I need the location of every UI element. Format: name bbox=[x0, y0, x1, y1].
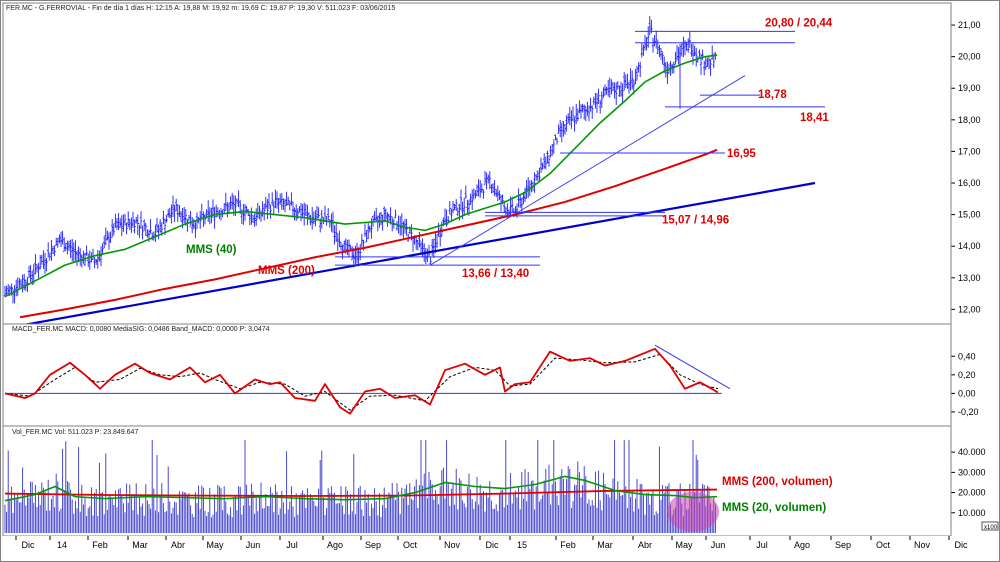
macd-plot bbox=[4, 344, 731, 415]
volume-tick-label: 30.000 bbox=[958, 467, 986, 477]
level-label: 16,95 bbox=[727, 148, 756, 160]
x-tick-label: Nov bbox=[914, 540, 931, 550]
macd-tick-label: 0,40 bbox=[958, 351, 976, 361]
level-label: 20,80 / 20,44 bbox=[765, 17, 833, 29]
x-axis: Dic 14 Feb Mar Abr May Jun Jul Ago Sep Oct Nov Dic 15… bbox=[3, 536, 999, 560]
level-label: 18,78 bbox=[758, 89, 787, 101]
x-tick-label: Jun bbox=[711, 540, 726, 550]
volume-plot: MMS (200, volumen) MMS (20, volumen) bbox=[4, 439, 833, 533]
price-tick-label: 17,00 bbox=[958, 146, 981, 156]
x-tick-label: Dic bbox=[955, 540, 968, 550]
x-tick-label: Sep bbox=[365, 540, 381, 550]
x-tick-label: Dic bbox=[486, 540, 499, 550]
x-tick-label: May bbox=[206, 540, 224, 550]
macd-signal-line bbox=[4, 353, 719, 411]
volume-mms200-label: MMS (200, volumen) bbox=[722, 476, 833, 488]
macd-y-axis: 0,40 0,20 0,00 -0,20 bbox=[951, 351, 979, 417]
x-tick-label: Feb bbox=[92, 540, 108, 550]
x-tick-label: Mar bbox=[597, 540, 613, 550]
price-tick-label: 16,00 bbox=[958, 178, 981, 188]
x-tick-label: May bbox=[675, 540, 693, 550]
macd-divergence-line bbox=[654, 344, 731, 390]
x-tick-label: Abr bbox=[171, 540, 185, 550]
price-tick-label: 19,00 bbox=[958, 83, 981, 93]
volume-mms200-line bbox=[4, 488, 718, 497]
price-y-axis: 12,00 13,00 14,00 15,00 16,00 17,00 18,00 19,00… bbox=[951, 20, 981, 314]
volume-tick-label: 20.000 bbox=[958, 488, 986, 498]
x-tick-label: Mar bbox=[132, 540, 148, 550]
macd-tick-label: 0,20 bbox=[958, 370, 976, 380]
x-tick-label: Feb bbox=[560, 540, 576, 550]
x-tick-label: Abr bbox=[638, 540, 652, 550]
x-tick-label: Jul bbox=[756, 540, 768, 550]
x-tick-label: 14 bbox=[57, 540, 67, 550]
x-tick-label: Nov bbox=[444, 540, 461, 550]
x-tick-label: Oct bbox=[876, 540, 891, 550]
x-tick-label: Oct bbox=[403, 540, 418, 550]
price-plot: 20,80 / 20,44 18,78 18,41 16,95 15,07 / 14,9… bbox=[3, 16, 833, 330]
macd-pane[interactable]: MACD_FER.MC MACD: 0,0080 MediaSIG: 0,048… bbox=[2, 323, 979, 427]
volume-mms20-line bbox=[4, 475, 718, 502]
x-tick-label: Jun bbox=[246, 540, 261, 550]
macd-tick-label: 0,00 bbox=[958, 388, 976, 398]
price-tick-label: 20,00 bbox=[958, 52, 981, 62]
mms40-line bbox=[4, 54, 718, 298]
volume-y-axis: 40.000 30.000 20.000 10.000 bbox=[951, 447, 986, 518]
volume-unit-label: x100 bbox=[984, 525, 998, 531]
volume-unit-box bbox=[981, 521, 999, 531]
x-tick-label: Dic bbox=[22, 540, 35, 550]
macd-tick-label: -0,20 bbox=[958, 407, 979, 417]
price-tick-label: 21,00 bbox=[958, 20, 981, 30]
level-label: 13,66 / 13,40 bbox=[462, 268, 529, 280]
price-tick-label: 14,00 bbox=[958, 241, 981, 251]
mms200-line bbox=[19, 148, 718, 319]
macd-line bbox=[4, 347, 719, 415]
mms200-label: MMS (200) bbox=[258, 265, 315, 277]
x-tick-label: 15 bbox=[517, 540, 527, 550]
volume-pane-title: Vol_FER.MC Vol: 511.023 P: 23.849.647 bbox=[12, 429, 138, 436]
price-pane[interactable]: FER.MC - G.FERROVIAL - Fin de día 1 días… bbox=[2, 2, 981, 330]
level-label: 18,41 bbox=[800, 112, 829, 124]
volume-tick-label: 10.000 bbox=[958, 508, 986, 518]
price-tick-label: 12,00 bbox=[958, 304, 981, 314]
volume-pane[interactable]: Vol_FER.MC Vol: 511.023 P: 23.849.647 40… bbox=[2, 425, 999, 537]
level-label: 15,07 / 14,96 bbox=[662, 214, 729, 226]
x-tick-label: Jul bbox=[286, 540, 298, 550]
x-tick-label: Ago bbox=[794, 540, 810, 550]
volume-mms20-label: MMS (20, volumen) bbox=[722, 502, 826, 514]
macd-pane-title: MACD_FER.MC MACD: 0,0080 MediaSIG: 0,048… bbox=[12, 326, 270, 333]
volume-highlight bbox=[667, 491, 719, 532]
price-tick-label: 13,00 bbox=[958, 273, 981, 283]
volume-tick-label: 40.000 bbox=[958, 447, 986, 457]
x-tick-label: Ago bbox=[327, 540, 343, 550]
trendline-major bbox=[4, 181, 816, 330]
mms40-label: MMS (40) bbox=[186, 244, 237, 256]
price-tick-label: 15,00 bbox=[958, 210, 981, 220]
price-tick-label: 18,00 bbox=[958, 115, 981, 125]
x-tick-label: Sep bbox=[835, 540, 851, 550]
price-pane-title: FER.MC - G.FERROVIAL - Fin de día 1 días… bbox=[6, 5, 395, 12]
